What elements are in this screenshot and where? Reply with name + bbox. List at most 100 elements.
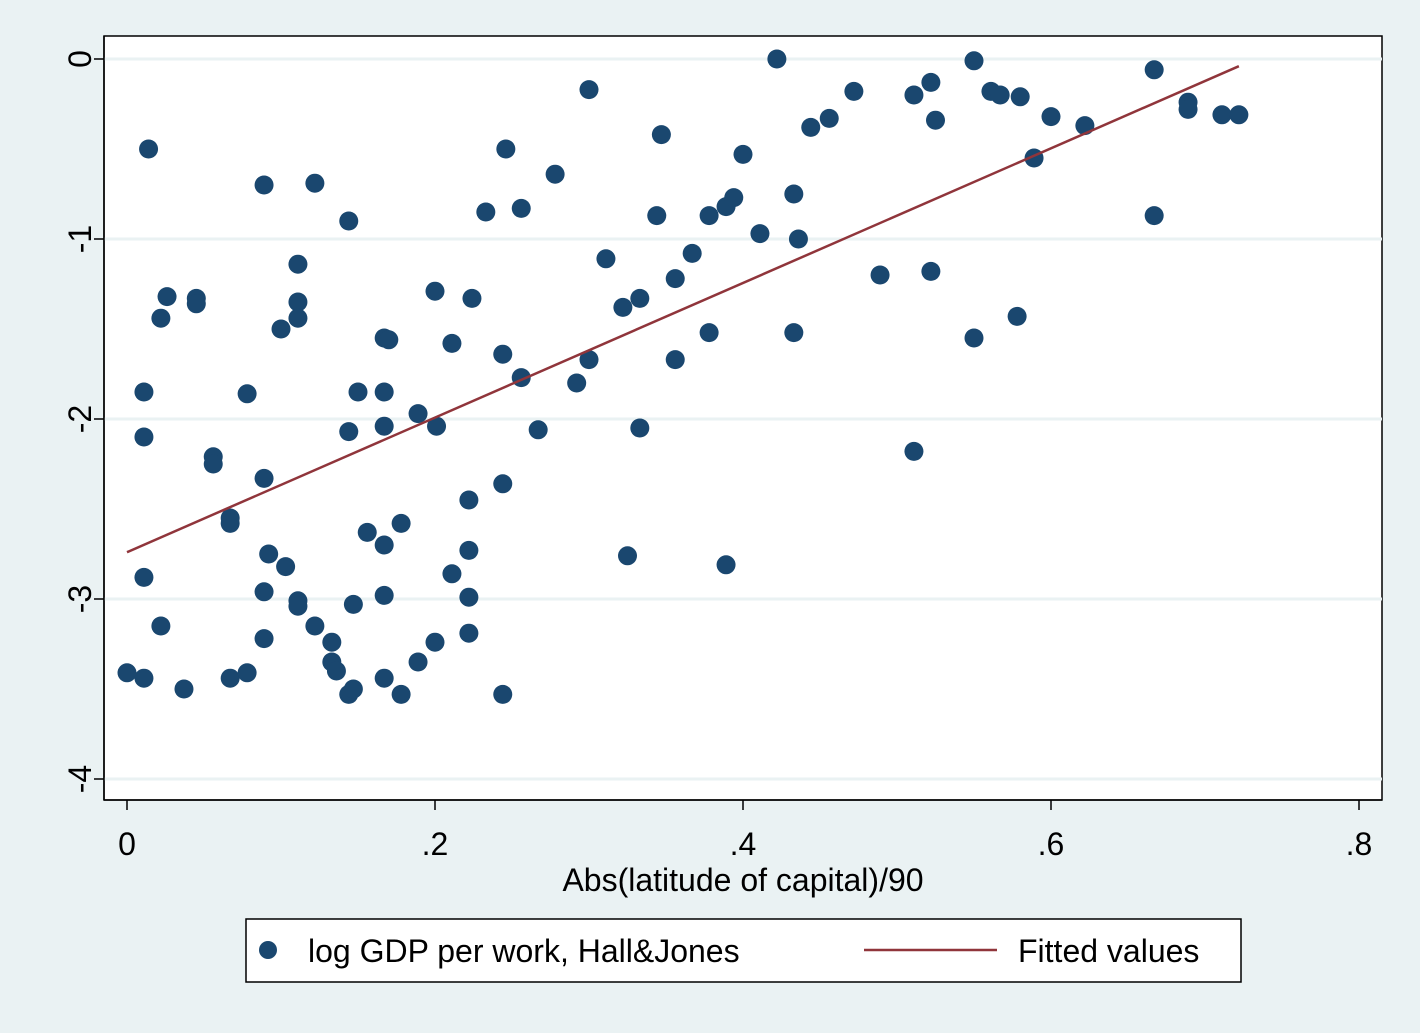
data-points bbox=[117, 49, 1249, 704]
data-point bbox=[647, 206, 667, 226]
data-point bbox=[374, 668, 394, 688]
data-point bbox=[220, 513, 240, 533]
data-point bbox=[220, 668, 240, 688]
fit-line-layer bbox=[126, 65, 1240, 554]
data-point bbox=[613, 297, 633, 317]
grid-lines bbox=[104, 57, 1382, 781]
x-axis-title: Abs(latitude of capital)/90 bbox=[562, 862, 923, 898]
data-point bbox=[339, 211, 359, 231]
data-point bbox=[343, 679, 363, 699]
data-point bbox=[579, 350, 599, 370]
data-point bbox=[322, 632, 342, 652]
x-tick-label: .4 bbox=[730, 826, 757, 862]
data-point bbox=[596, 249, 616, 269]
legend-marker-points bbox=[259, 941, 277, 959]
data-point bbox=[1041, 107, 1061, 127]
data-point bbox=[259, 544, 279, 564]
data-point bbox=[964, 328, 984, 348]
data-point bbox=[545, 164, 565, 184]
data-point bbox=[801, 117, 821, 137]
data-point bbox=[511, 198, 531, 218]
y-tick-label: -1 bbox=[62, 225, 98, 253]
data-point bbox=[254, 582, 274, 602]
x-tick-label: .8 bbox=[1346, 826, 1373, 862]
data-point bbox=[665, 269, 685, 289]
data-point bbox=[579, 80, 599, 100]
data-point bbox=[408, 652, 428, 672]
data-point bbox=[427, 416, 447, 436]
data-point bbox=[326, 661, 346, 681]
data-point bbox=[733, 144, 753, 164]
data-point bbox=[254, 629, 274, 649]
legend-label-points: log GDP per work, Hall&Jones bbox=[308, 933, 740, 969]
data-point bbox=[151, 616, 171, 636]
data-point bbox=[288, 292, 308, 312]
data-point bbox=[425, 281, 445, 301]
data-point bbox=[784, 184, 804, 204]
data-point bbox=[442, 333, 462, 353]
data-point bbox=[134, 668, 154, 688]
data-point bbox=[186, 294, 206, 314]
data-point bbox=[493, 344, 513, 364]
data-point bbox=[442, 564, 462, 584]
data-point bbox=[990, 85, 1010, 105]
data-point bbox=[750, 224, 770, 244]
data-point bbox=[724, 188, 744, 208]
data-point bbox=[459, 490, 479, 510]
data-point bbox=[921, 72, 941, 92]
data-point bbox=[151, 308, 171, 328]
data-point bbox=[496, 139, 516, 159]
data-point bbox=[425, 632, 445, 652]
data-point bbox=[374, 382, 394, 402]
data-point bbox=[374, 535, 394, 555]
data-point bbox=[870, 265, 890, 285]
data-point bbox=[767, 49, 787, 69]
y-tick-label: -4 bbox=[62, 765, 98, 793]
data-point bbox=[134, 382, 154, 402]
data-point bbox=[476, 202, 496, 222]
x-tick-label: .6 bbox=[1038, 826, 1065, 862]
y-tick-label: -2 bbox=[62, 405, 98, 433]
data-point bbox=[459, 587, 479, 607]
data-point bbox=[139, 139, 159, 159]
data-point bbox=[117, 663, 137, 683]
data-point bbox=[665, 350, 685, 370]
data-point bbox=[391, 684, 411, 704]
data-point bbox=[459, 540, 479, 560]
data-point bbox=[237, 663, 257, 683]
x-tick-label: 0 bbox=[118, 826, 136, 862]
data-point bbox=[134, 427, 154, 447]
data-point bbox=[904, 85, 924, 105]
data-point bbox=[921, 261, 941, 281]
y-tick-label: -3 bbox=[62, 585, 98, 613]
data-point bbox=[271, 319, 291, 339]
data-point bbox=[374, 585, 394, 605]
data-point bbox=[682, 243, 702, 263]
data-point bbox=[699, 323, 719, 343]
data-point bbox=[203, 454, 223, 474]
legend-label-fit: Fitted values bbox=[1018, 933, 1199, 969]
data-point bbox=[254, 175, 274, 195]
data-point bbox=[408, 404, 428, 424]
data-point bbox=[630, 418, 650, 438]
data-point bbox=[254, 468, 274, 488]
fitted-line bbox=[126, 65, 1240, 554]
y-axis: 0 -1 -2 -3 -4 bbox=[62, 36, 105, 800]
data-point bbox=[339, 422, 359, 442]
data-point bbox=[1229, 105, 1249, 125]
data-point bbox=[716, 555, 736, 575]
data-point bbox=[357, 522, 377, 542]
x-tick-label: .2 bbox=[422, 826, 449, 862]
data-point bbox=[305, 616, 325, 636]
data-point bbox=[567, 373, 587, 393]
data-point bbox=[379, 330, 399, 350]
data-point bbox=[343, 594, 363, 614]
data-point bbox=[391, 513, 411, 533]
data-point bbox=[784, 323, 804, 343]
data-point bbox=[459, 623, 479, 643]
data-point bbox=[157, 287, 177, 307]
data-point bbox=[288, 254, 308, 274]
data-point bbox=[134, 567, 154, 587]
data-point bbox=[288, 596, 308, 616]
